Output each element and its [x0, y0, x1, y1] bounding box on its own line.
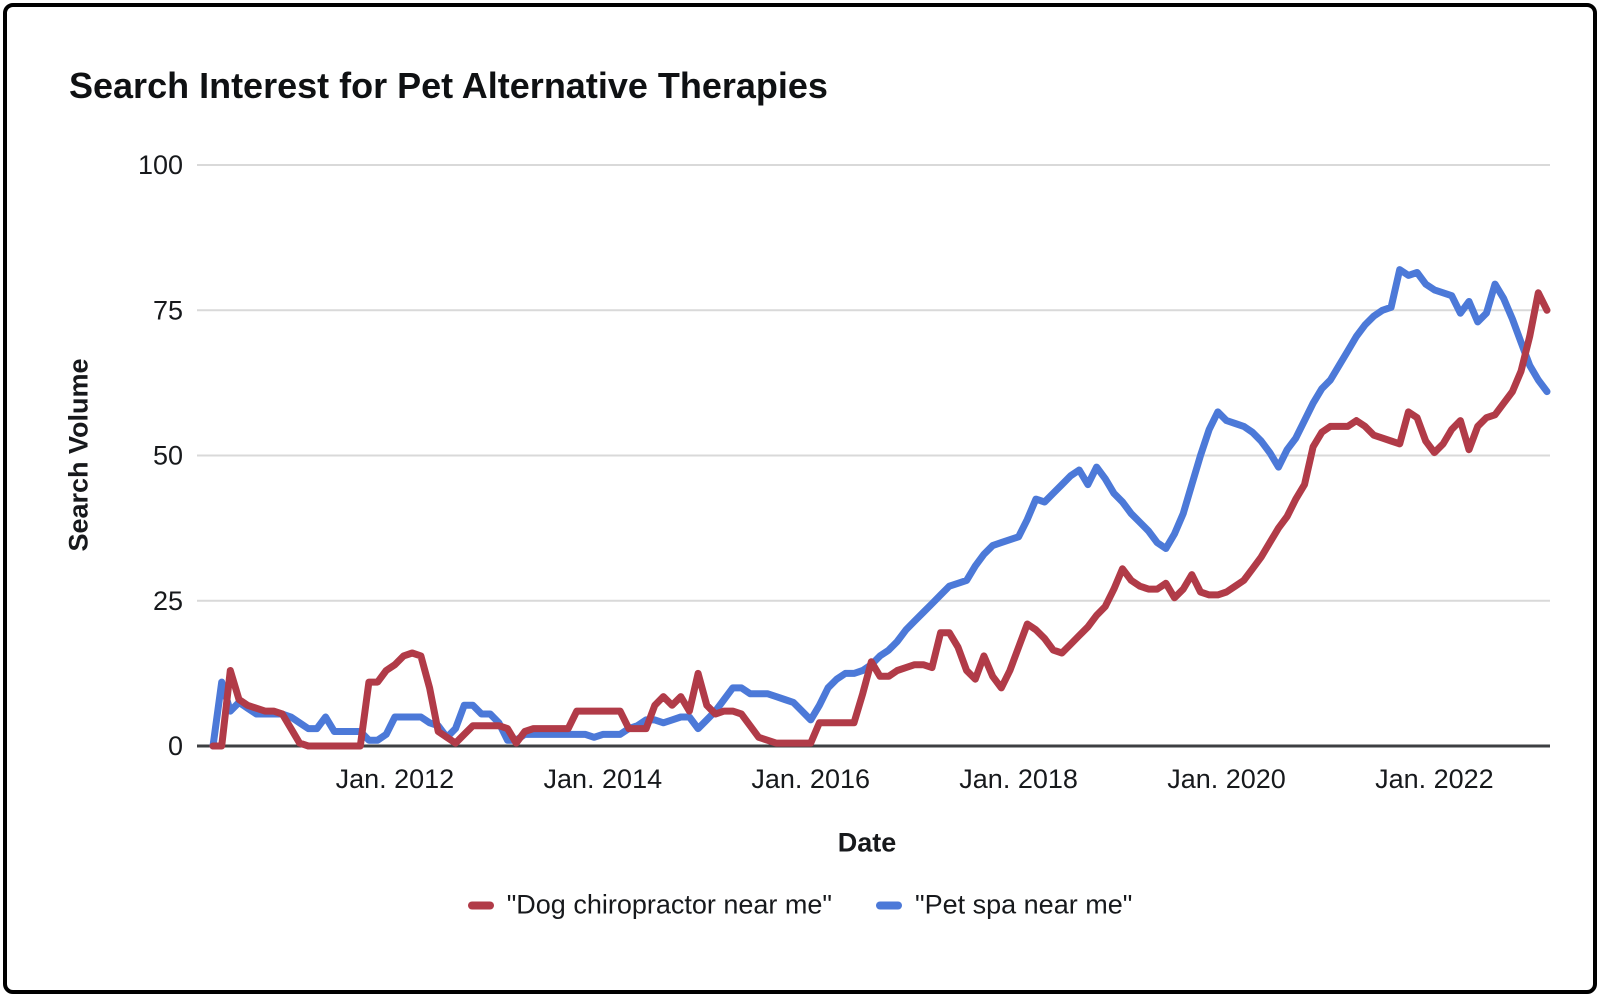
x-tick-label: Jan. 2012	[336, 764, 455, 794]
x-tick-label: Jan. 2016	[751, 764, 870, 794]
legend-label-pet-spa: "Pet spa near me"	[915, 889, 1133, 920]
chart-card: Search Interest for Pet Alternative Ther…	[3, 3, 1597, 994]
y-tick-label-75: 75	[153, 295, 183, 325]
x-axis-title: Date	[837, 827, 897, 858]
x-tick-label: Jan. 2020	[1167, 764, 1286, 794]
legend-swatch-dog-chiropractor-icon	[467, 901, 494, 909]
y-tick-label-0: 0	[168, 731, 183, 761]
series-line-dog-chiropractor	[209, 289, 1551, 750]
x-tick-label: Jan. 2018	[959, 764, 1078, 794]
y-tick-label-25: 25	[153, 586, 183, 616]
chart-title: Search Interest for Pet Alternative Ther…	[69, 65, 828, 106]
x-tick-label: Jan. 2022	[1375, 764, 1494, 794]
legend-item-pet-spa: "Pet spa near me"	[876, 890, 1132, 921]
y-tick-label-100: 100	[138, 150, 183, 180]
legend-item-dog-chiropractor: "Dog chiropractor near me"	[467, 889, 833, 921]
y-tick-label-50: 50	[153, 441, 183, 471]
x-tick-label: Jan. 2014	[544, 764, 663, 794]
legend-swatch-pet-spa-icon	[876, 901, 903, 909]
legend-label-dog-chiropractor: "Dog chiropractor near me"	[506, 889, 833, 920]
chart-svg: 0 25 50 75 100 Jan. 2012 Jan. 2014 Jan. 2016 Jan…	[138, 150, 1551, 794]
chart-legend: "Dog chiropractor near me" "Pet spa near…	[7, 890, 1593, 921]
